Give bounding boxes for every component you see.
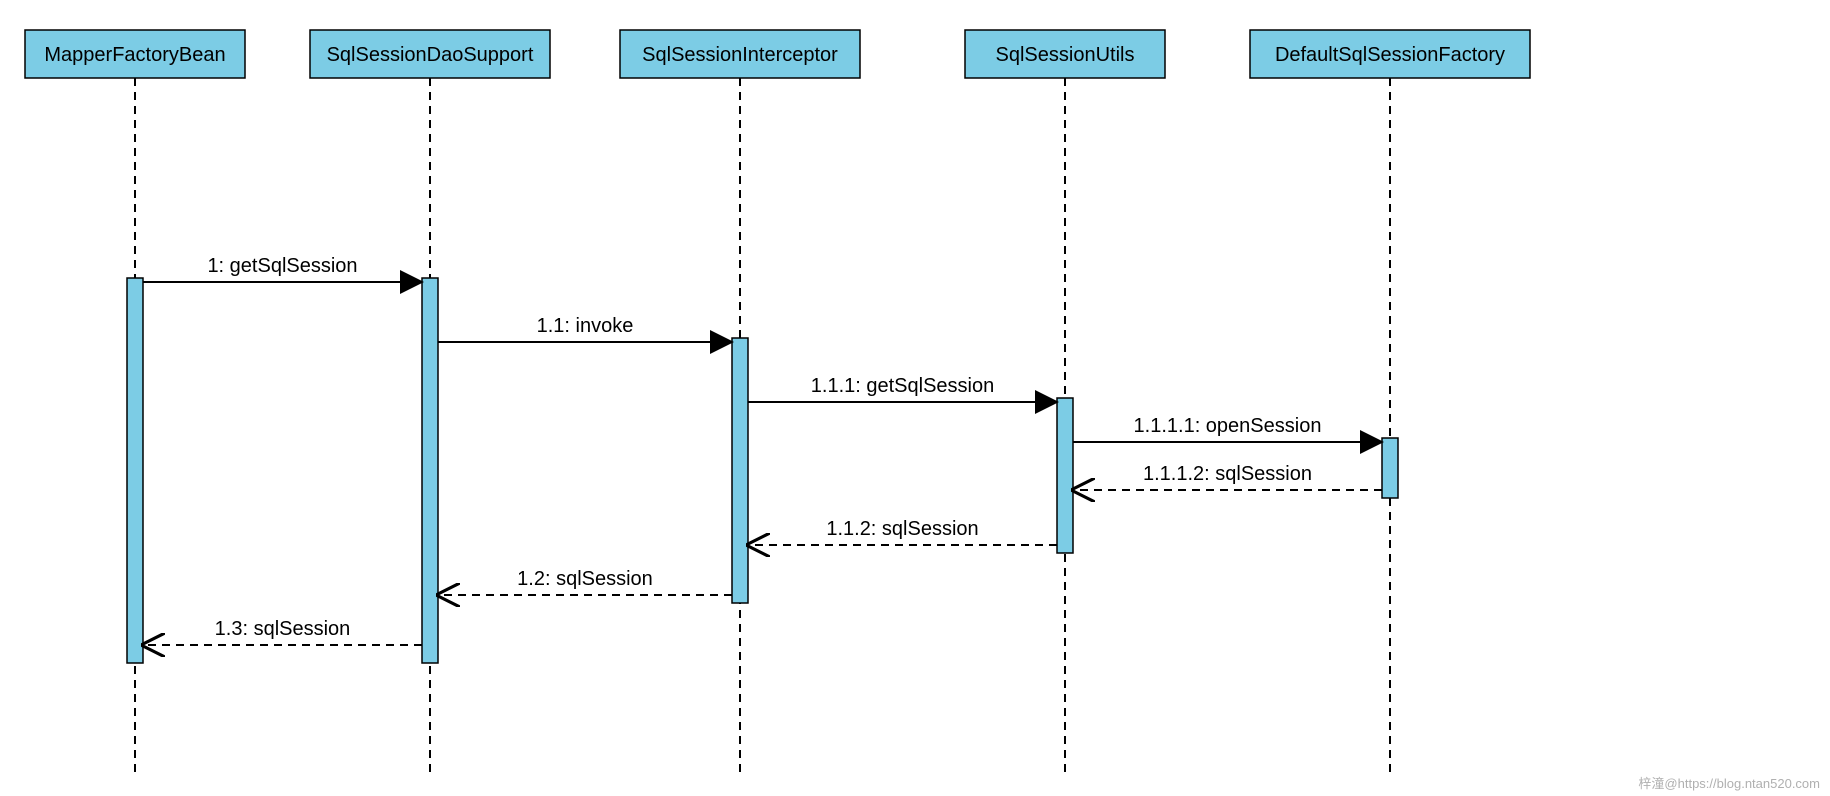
- activation-bar: [1382, 438, 1398, 498]
- message-label: 1.1.1: getSqlSession: [811, 375, 994, 397]
- activation-bar: [127, 278, 143, 663]
- activation-bar: [732, 338, 748, 603]
- message-label: 1: getSqlSession: [207, 255, 357, 277]
- message-label: 1.1: invoke: [537, 315, 634, 337]
- message-label: 1.1.1.1: openSession: [1134, 415, 1322, 437]
- participant-label: DefaultSqlSessionFactory: [1275, 44, 1505, 66]
- activation-bar: [422, 278, 438, 663]
- message-label: 1.1.2: sqlSession: [826, 518, 978, 540]
- watermark: 梓潼@https://blog.ntan520.com: [1638, 776, 1820, 791]
- participant-label: MapperFactoryBean: [44, 44, 225, 66]
- participant-label: SqlSessionInterceptor: [642, 44, 838, 66]
- sequence-diagram: MapperFactoryBean SqlSessionDaoSupport Sql…: [0, 0, 1830, 796]
- message-label: 1.2: sqlSession: [517, 568, 653, 590]
- message-label: 1.3: sqlSession: [215, 618, 351, 640]
- participant-label: SqlSessionDaoSupport: [327, 44, 534, 66]
- participant-label: SqlSessionUtils: [996, 44, 1135, 66]
- message-label: 1.1.1.2: sqlSession: [1143, 463, 1312, 485]
- activation-bar: [1057, 398, 1073, 553]
